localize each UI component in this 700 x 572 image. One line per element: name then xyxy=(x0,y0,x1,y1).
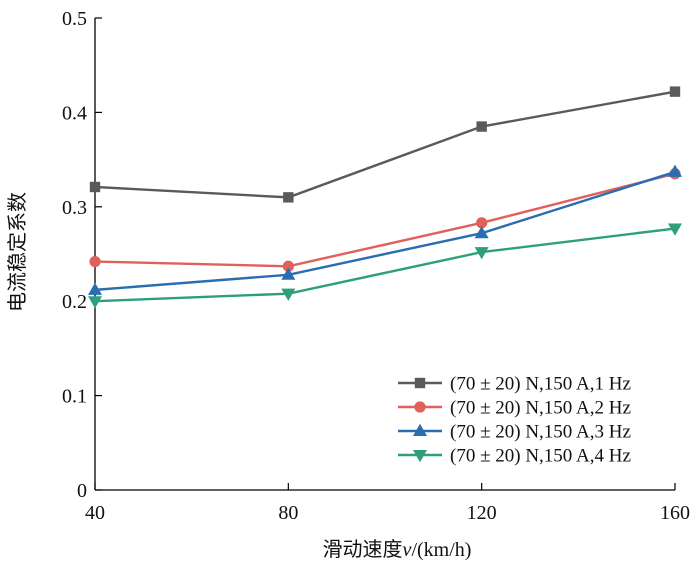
data-point xyxy=(668,164,682,177)
plot-axes xyxy=(94,18,675,491)
y-tick-label: 0.1 xyxy=(62,386,87,408)
series-2 xyxy=(89,168,681,272)
data-point xyxy=(283,192,294,203)
data-point xyxy=(474,247,489,260)
series-3 xyxy=(88,164,682,295)
y-tick-label: 0 xyxy=(77,480,87,502)
legend-marker xyxy=(413,423,427,436)
data-point xyxy=(281,288,296,301)
x-axis-title-suffix: /(km/h) xyxy=(411,539,471,561)
x-axis-title: 滑动速度v/(km/h) xyxy=(323,537,472,561)
legend-item-1: (70 ± 20) N,150 A,1 Hz xyxy=(398,374,631,395)
series-line xyxy=(94,172,676,268)
data-point xyxy=(669,86,681,97)
data-point xyxy=(89,181,101,193)
legend-marker xyxy=(414,377,426,389)
data-point xyxy=(89,255,101,268)
legend-marker xyxy=(413,450,427,463)
data-point xyxy=(281,267,296,280)
series-line xyxy=(94,90,676,199)
data-point xyxy=(88,282,102,295)
series-line xyxy=(94,227,676,303)
x-tick-label: 40 xyxy=(85,502,105,524)
y-tick-label: 0.3 xyxy=(62,197,87,219)
legend-item-3: (70 ± 20) N,150 A,3 Hz xyxy=(398,422,631,443)
y-tick-label: 0.2 xyxy=(62,291,87,313)
series-4 xyxy=(88,223,682,309)
x-axis-title-variable: v xyxy=(403,539,412,561)
legend-label: (70 ± 20) N,150 A,3 Hz xyxy=(450,422,631,443)
series-layer xyxy=(88,86,682,309)
legend-label: (70 ± 20) N,150 A,4 Hz xyxy=(450,446,631,467)
y-tick-label: 0.4 xyxy=(62,102,87,124)
y-tick-label: 0.5 xyxy=(62,8,87,30)
y-axis-title: 电流稳定系数 xyxy=(5,192,29,312)
data-point xyxy=(476,217,488,229)
data-point xyxy=(476,121,487,132)
legend-item-4: (70 ± 20) N,150 A,4 Hz xyxy=(398,446,631,467)
series-1 xyxy=(89,86,681,203)
data-point xyxy=(474,226,489,239)
data-point xyxy=(88,296,102,309)
legend: (70 ± 20) N,150 A,1 Hz (70 ± 20) N,150 A,… xyxy=(398,374,631,467)
x-axis-ticks: 40 80 120 160 xyxy=(85,483,690,524)
legend-label: (70 ± 20) N,150 A,2 Hz xyxy=(450,398,631,419)
series-line xyxy=(94,170,676,292)
y-axis-ticks: 0 0.1 0.2 0.3 0.4 0.5 xyxy=(62,8,102,502)
x-tick-label: 160 xyxy=(660,502,690,524)
x-tick-label: 80 xyxy=(278,502,298,524)
x-tick-label: 120 xyxy=(467,502,497,524)
legend-item-2: (70 ± 20) N,150 A,2 Hz xyxy=(398,398,631,419)
legend-label: (70 ± 20) N,150 A,1 Hz xyxy=(450,374,631,395)
data-point xyxy=(668,223,682,236)
legend-marker xyxy=(414,401,426,413)
x-axis-title-prefix: 滑动速度 xyxy=(323,537,403,561)
data-point xyxy=(282,260,294,272)
